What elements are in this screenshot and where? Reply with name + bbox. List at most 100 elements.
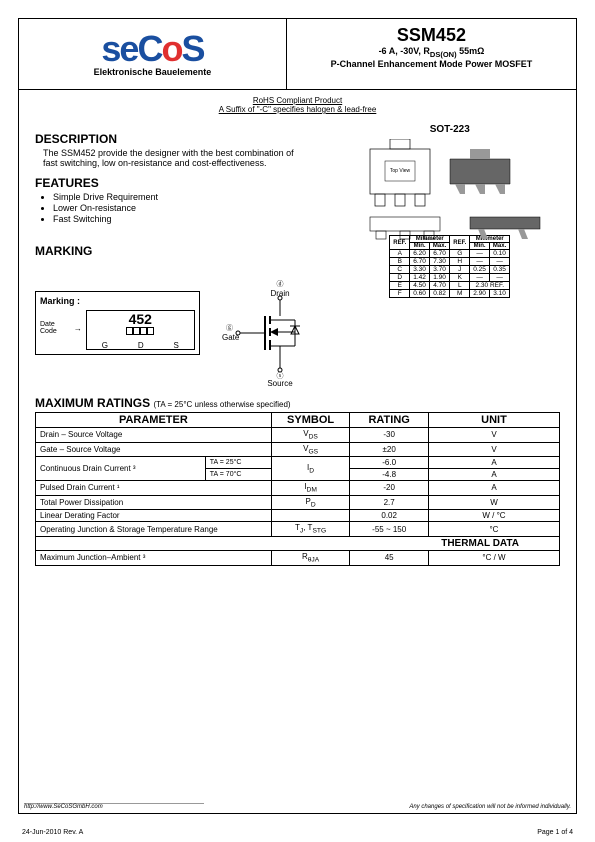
table-row: Drain – Source Voltage VDS -30 V: [36, 428, 560, 443]
footer-url: http://www.SeCoSGmbH.com: [24, 803, 204, 810]
cell: TA = 25°C: [205, 457, 271, 469]
logo-o: o: [161, 28, 181, 69]
cell: Pulsed Drain Current ¹: [36, 481, 272, 496]
spec-sub: DS(ON): [430, 50, 457, 59]
logo-text: seCoS: [101, 31, 203, 67]
cell: TJ, TSTG: [271, 522, 350, 537]
marking-title: MARKING: [35, 244, 340, 258]
rohs-line1: RoHS Compliant Product: [253, 96, 342, 105]
cell: V: [428, 442, 559, 457]
svg-text:Top View: Top View: [390, 168, 411, 174]
cell: 45: [350, 550, 429, 565]
cell: A: [428, 457, 559, 469]
description-title: DESCRIPTION: [35, 132, 340, 146]
footer-note: Any changes of specification will not be…: [409, 804, 571, 810]
package-diagram: Top View: [360, 139, 540, 229]
cell: V: [428, 428, 559, 443]
cell: Linear Derating Factor: [36, 510, 272, 522]
package-label: SOT-223: [340, 124, 561, 135]
spec-ohm: 55mΩ: [457, 46, 485, 56]
mosfet-symbol: ⓓ Drain: [220, 278, 340, 378]
ratings-table: PARAMETER SYMBOL RATING UNIT Drain – Sou…: [35, 412, 560, 566]
thermal-title: THERMAL DATA: [36, 536, 560, 550]
cell: [271, 510, 350, 522]
cell: VDS: [271, 428, 350, 443]
cell: Drain – Source Voltage: [36, 428, 272, 443]
col-symbol: SYMBOL: [271, 413, 350, 428]
source-label: Source: [267, 379, 293, 388]
cell: A: [428, 481, 559, 496]
cell: TA = 70°C: [205, 469, 271, 481]
marking-part: 452: [87, 311, 194, 327]
date-code-boxes: [87, 327, 194, 337]
table-row: Gate – Source Voltage VGS ±20 V: [36, 442, 560, 457]
cell: °C / W: [428, 550, 559, 565]
spec-prefix: -6 A, -30V, R: [379, 46, 430, 56]
table-row: Maximum Junction–Ambient ³ RθJA 45 °C / …: [36, 550, 560, 565]
cell: A: [428, 469, 559, 481]
svg-text:ⓓ: ⓓ: [276, 280, 283, 288]
table-row: Total Power Dissipation PD 2.7 W: [36, 495, 560, 510]
cell: PD: [271, 495, 350, 510]
logo-box: seCoS Elektronische Bauelemente: [19, 19, 287, 89]
cell: °C: [428, 522, 559, 537]
ratings-heading: MAXIMUM RATINGS (TA = 25°C unless otherw…: [35, 396, 560, 410]
header: seCoS Elektronische Bauelemente SSM452 -…: [19, 19, 576, 90]
table-row: Operating Junction & Storage Temperature…: [36, 522, 560, 537]
footer-page: Page 1 of 4: [537, 829, 573, 836]
cell: VGS: [271, 442, 350, 457]
cell: W: [428, 495, 559, 510]
cell: Continuous Drain Current ³: [36, 457, 206, 481]
cell: Gate – Source Voltage: [36, 442, 272, 457]
cell: -55 ~ 150: [350, 522, 429, 537]
cell: -20: [350, 481, 429, 496]
cell: -30: [350, 428, 429, 443]
marking-label: Marking :: [40, 296, 195, 306]
col-rating: RATING: [350, 413, 429, 428]
cell: Operating Junction & Storage Temperature…: [36, 522, 272, 537]
cell: -6.0: [350, 457, 429, 469]
logo-c: C: [137, 28, 161, 69]
rohs-notice: RoHS Compliant Product A Suffix of "-C" …: [35, 96, 560, 114]
svg-text:ⓖ: ⓖ: [226, 324, 233, 332]
rohs-line2: A Suffix of "-C" specifies halogen & lea…: [219, 105, 377, 114]
description-text: The SSM452 provide the designer with the…: [35, 148, 340, 168]
cell: Total Power Dissipation: [36, 495, 272, 510]
cell: Maximum Junction–Ambient ³: [36, 550, 272, 565]
cell: 0.02: [350, 510, 429, 522]
table-row: Pulsed Drain Current ¹ IDM -20 A: [36, 481, 560, 496]
svg-text:ⓢ: ⓢ: [276, 372, 283, 380]
feature-item: Fast Switching: [53, 214, 340, 224]
spec-line: -6 A, -30V, RDS(ON) 55mΩ: [287, 46, 576, 59]
table-row: Linear Derating Factor 0.02 W / °C: [36, 510, 560, 522]
title-box: SSM452 -6 A, -30V, RDS(ON) 55mΩ P-Channe…: [287, 19, 576, 89]
cell: -4.8: [350, 469, 429, 481]
pin-g: G: [102, 341, 108, 350]
cell: RθJA: [271, 550, 350, 565]
col-parameter: PARAMETER: [36, 413, 272, 428]
feature-item: Simple Drive Requirement: [53, 192, 340, 202]
marking-diagram: Marking : Date Code → 452 G D S: [35, 291, 200, 355]
footer: 24-Jun-2010 Rev. A Page 1 of 4: [22, 829, 573, 836]
pin-d: D: [138, 341, 144, 350]
logo-subtitle: Elektronische Bauelemente: [94, 67, 212, 77]
chip-outline: 452 G D S: [86, 310, 195, 350]
col-unit: UNIT: [428, 413, 559, 428]
cell: 2.7: [350, 495, 429, 510]
product-type: P-Channel Enhancement Mode Power MOSFET: [287, 59, 576, 69]
ratings-title: MAXIMUM RATINGS: [35, 396, 150, 410]
cell: ±20: [350, 442, 429, 457]
cell: IDM: [271, 481, 350, 496]
cell: W / °C: [428, 510, 559, 522]
desc-line1: The SSM452 provide the designer with the…: [43, 148, 294, 158]
content: RoHS Compliant Product A Suffix of "-C" …: [19, 90, 576, 572]
thermal-heading-row: THERMAL DATA: [36, 536, 560, 550]
arrow-right-icon: →: [74, 324, 82, 333]
date-code-label: Date Code: [40, 321, 70, 335]
feature-item: Lower On-resistance: [53, 203, 340, 213]
ratings-cond: (TA = 25°C unless otherwise specified): [153, 400, 290, 409]
part-number: SSM452: [287, 25, 576, 46]
features-title: FEATURES: [35, 176, 340, 190]
table-row: Continuous Drain Current ³ TA = 25°C ID …: [36, 457, 560, 469]
footer-date: 24-Jun-2010 Rev. A: [22, 829, 83, 836]
